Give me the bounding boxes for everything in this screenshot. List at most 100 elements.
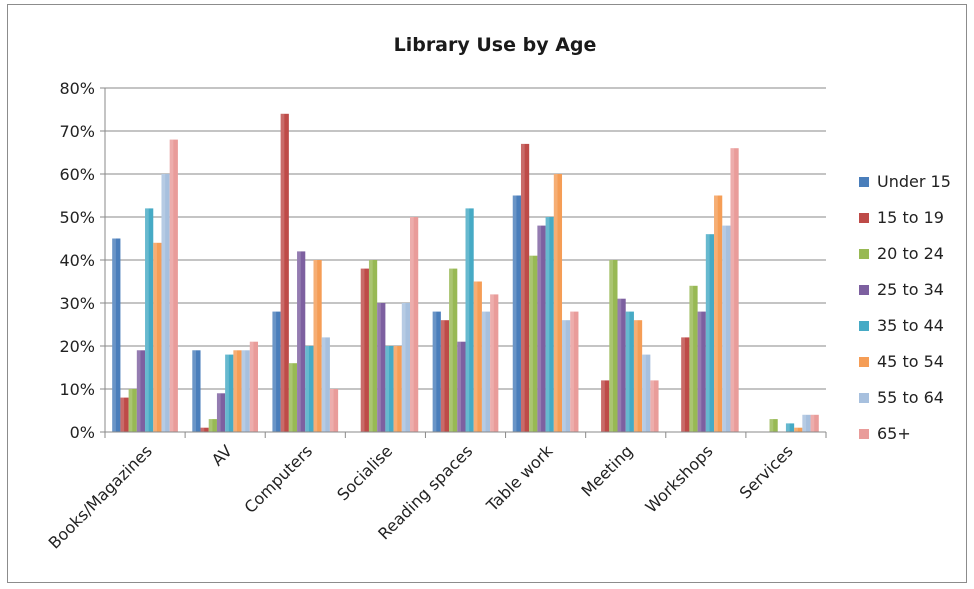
bar-highlight [769,419,774,432]
legend-label: 55 to 64 [877,388,944,407]
x-tick-label: Computers [241,441,317,517]
bar [601,380,610,432]
x-tick-label: Socialise [333,441,396,504]
y-tick-label: 60% [59,165,95,184]
legend-label: 65+ [877,424,911,443]
bar [650,380,659,432]
bar [128,389,137,432]
bar [272,311,281,432]
bar-body [128,389,137,432]
bar [432,311,441,432]
bar [553,174,563,432]
bar-body [145,208,154,432]
bar-highlight [545,217,550,432]
legend-swatch [859,357,869,367]
bar-highlight [288,363,293,432]
bar-highlight [305,346,309,432]
bar-highlight [377,303,381,432]
bar-body [520,143,530,432]
x-tick-label: Services [736,441,797,502]
bar-body [112,238,121,432]
bar-highlight [321,337,326,432]
bar-highlight [280,113,285,433]
bar [280,113,289,433]
bar-body [609,260,618,432]
bar [401,303,411,432]
bar-highlight [216,393,221,432]
bar-body [410,217,419,432]
bar-body [810,414,819,432]
bar [112,238,121,432]
bar [440,320,450,432]
bar-highlight [200,427,205,432]
bar-highlight [537,225,542,432]
legend-item: 15 to 19 [859,208,944,227]
bar-body [490,294,499,432]
bar-body [136,350,146,432]
bar-body [562,320,571,432]
legend-swatch [859,321,869,331]
bar-body [120,397,129,432]
bar-body [377,303,386,432]
bar-body [689,285,698,432]
bar [617,298,626,432]
bar [136,350,146,432]
bar-body [642,354,651,432]
legend-label: 20 to 24 [877,244,944,263]
bar-body [169,139,178,432]
bar-highlight [192,350,197,432]
bar [785,423,795,432]
bar-highlight [473,281,478,432]
bar-body [617,298,626,432]
bar-highlight [810,414,815,432]
bar [633,320,643,432]
legend-item: 35 to 44 [859,316,944,335]
bar [529,255,538,432]
bar-body [440,320,450,432]
legend-item: 20 to 24 [859,244,944,263]
bar [810,414,819,432]
bar [465,208,474,432]
x-tick-label: Books/Magazines [45,441,156,552]
bar-highlight [410,217,414,432]
legend-label: 35 to 44 [877,316,944,335]
bars [112,113,819,433]
bar-highlight [169,139,174,432]
bar [570,311,579,432]
y-tick-label: 50% [59,208,95,227]
bar [161,174,170,432]
bar [208,419,217,432]
bar-highlight [553,174,558,432]
bar-highlight [705,234,710,432]
bar-body [705,234,715,432]
bar [120,397,129,432]
bar-highlight [520,143,525,432]
bar-highlight [120,397,125,432]
bar-body [512,195,521,432]
bar-body [200,427,209,432]
bar-body [329,389,339,432]
bar-body [393,346,402,432]
bar [457,341,466,432]
bar-highlight [112,238,116,432]
bar [730,148,739,432]
bar-highlight [393,346,398,432]
x-tick-label: Meeting [577,441,636,500]
bar-body [192,350,201,432]
bar-highlight [272,311,277,432]
bar-body [225,354,234,432]
bar [562,320,571,432]
bar-highlight [794,427,798,432]
bar-highlight [360,268,365,432]
bar-highlight [650,380,655,432]
legend-swatch [859,249,869,259]
bar-body [360,268,369,432]
bar-body [368,260,378,432]
bar [329,389,339,432]
bar-body [401,303,411,432]
bar-body [730,148,739,432]
bar [385,346,394,432]
legend-swatch [859,285,869,295]
bar [297,251,306,432]
y-tick-label: 10% [59,380,95,399]
